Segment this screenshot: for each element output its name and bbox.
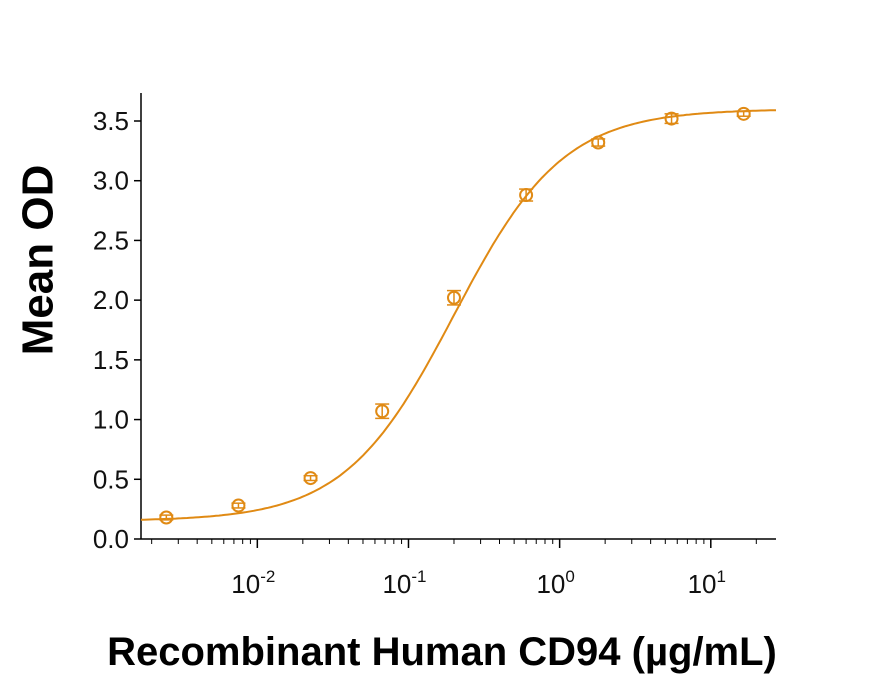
- y-axis-ticks: 0.0 0.5 1.0 1.5 2.0 2.5 3.0 3.5: [93, 106, 141, 554]
- plot-area: [141, 106, 777, 525]
- data-point: [591, 135, 606, 150]
- data-point-group: [446, 289, 461, 306]
- y-tick-label: 0.5: [93, 464, 129, 494]
- data-point: [231, 498, 246, 513]
- x-axis-ticks: 10-2 10-1 100 101: [151, 539, 757, 599]
- x-tick-label: 10-1: [382, 567, 426, 599]
- data-point: [664, 111, 679, 126]
- x-tick-label: 100: [536, 567, 574, 599]
- data-point: [159, 510, 174, 525]
- fit-curve: [141, 109, 777, 521]
- data-point-group: [664, 111, 679, 126]
- data-point-group: [736, 106, 751, 121]
- data-point-group: [375, 403, 390, 420]
- x-tick-label: 10-2: [231, 567, 275, 599]
- y-tick-label: 3.5: [93, 106, 129, 136]
- y-tick-label: 2.5: [93, 225, 129, 255]
- y-tick-label: 0.0: [93, 524, 129, 554]
- y-tick-label: 1.5: [93, 345, 129, 375]
- data-point-group: [303, 471, 318, 486]
- data-point-group: [591, 135, 606, 150]
- data-point: [519, 188, 534, 203]
- data-point: [446, 290, 461, 305]
- y-tick-label: 2.0: [93, 285, 129, 315]
- y-tick-label: 3.0: [93, 166, 129, 196]
- y-axis-label: Mean OD: [13, 164, 63, 356]
- data-point-group: [231, 498, 246, 513]
- y-axis-label-wrap: Mean OD: [8, 80, 68, 440]
- y-tick-label: 1.0: [93, 405, 129, 435]
- data-point: [375, 404, 390, 419]
- data-point: [736, 106, 751, 121]
- data-point-group: [519, 188, 534, 203]
- data-point: [303, 471, 318, 486]
- data-point-group: [159, 510, 174, 525]
- x-tick-label: 101: [688, 567, 726, 599]
- x-axis-label: Recombinant Human CD94 (µg/mL): [107, 630, 777, 674]
- axes: [140, 93, 776, 540]
